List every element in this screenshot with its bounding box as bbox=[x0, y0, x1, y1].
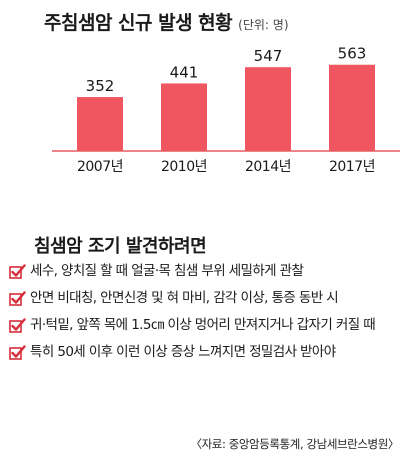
tip-text: 세수, 양치질 할 때 얼굴·목 침샘 부위 세밀하게 관찰 bbox=[30, 263, 304, 279]
bar bbox=[245, 67, 291, 151]
bar-chart: 352 2007년 441 2010년 547 2014년 563 2017년 bbox=[52, 45, 400, 175]
data-label: 563 bbox=[338, 45, 367, 63]
bar bbox=[77, 97, 123, 151]
tip-item: 세수, 양치질 할 때 얼굴·목 침샘 부위 세밀하게 관찰 bbox=[8, 262, 406, 281]
data-label: 441 bbox=[170, 63, 199, 81]
checkbox-icon bbox=[9, 264, 26, 279]
tip-item: 귀·턱밑, 앞쪽 목에 1.5㎝ 이상 멍어리 만져지거나 갑자기 커질 때 bbox=[8, 316, 406, 335]
x-tick-label: 2007년 bbox=[77, 159, 123, 175]
bar bbox=[329, 64, 375, 151]
tip-text: 특히 50세 이후 이런 이상 증상 느껴지면 정밀검사 받아야 bbox=[30, 344, 336, 360]
tip-text: 안면 비대칭, 안면신경 및 혀 마비, 감각 이상, 통증 동반 시 bbox=[30, 290, 339, 306]
x-tick-label: 2017년 bbox=[329, 159, 375, 175]
tips-list: 세수, 양치질 할 때 얼굴·목 침샘 부위 세밀하게 관찰 안면 비대칭, 안… bbox=[8, 262, 406, 370]
tip-item: 안면 비대칭, 안면신경 및 혀 마비, 감각 이상, 통증 동반 시 bbox=[8, 289, 406, 308]
checkbox-icon bbox=[9, 345, 26, 360]
source-note: 〈자료: 중앙암등록통계, 강남세브란스병원〉 bbox=[190, 437, 400, 451]
section-title: 침샘암 조기 발견하려면 bbox=[34, 236, 207, 257]
x-tick-label: 2014년 bbox=[245, 159, 291, 175]
data-label: 547 bbox=[254, 47, 283, 65]
unit-label: (단위: 명) bbox=[238, 18, 289, 32]
bar bbox=[161, 83, 207, 151]
tip-item: 특히 50세 이후 이런 이상 증상 느껴지면 정밀검사 받아야 bbox=[8, 343, 406, 362]
x-tick-label: 2010년 bbox=[161, 159, 207, 175]
checkbox-icon bbox=[9, 291, 26, 306]
chart-title: 주침샘암 신규 발생 현황 (단위: 명) bbox=[44, 8, 289, 35]
checkbox-icon bbox=[9, 318, 26, 333]
chart-title-text: 주침샘암 신규 발생 현황 bbox=[44, 12, 233, 34]
tip-text: 귀·턱밑, 앞쪽 목에 1.5㎝ 이상 멍어리 만져지거나 갑자기 커질 때 bbox=[30, 317, 376, 333]
data-label: 352 bbox=[86, 77, 115, 95]
